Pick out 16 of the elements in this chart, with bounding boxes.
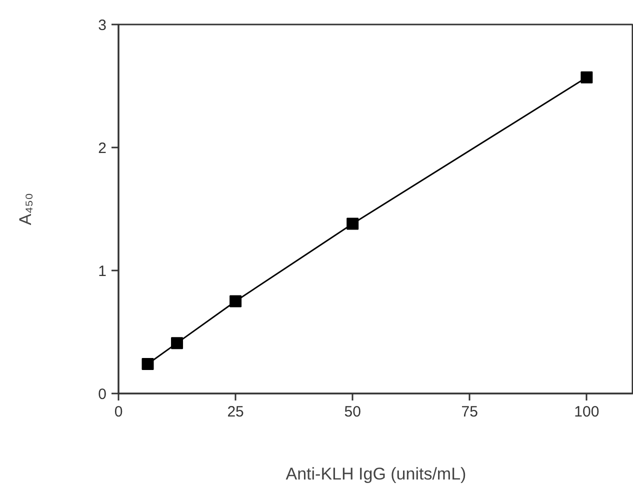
point — [580, 71, 593, 84]
point — [171, 337, 184, 350]
y-tick-label: 0 — [98, 386, 106, 403]
point — [142, 358, 154, 370]
y-tick-label: 1 — [98, 263, 106, 280]
x-tick-label: 0 — [114, 404, 123, 420]
x-tick-label: 50 — [344, 404, 361, 420]
point — [230, 295, 242, 308]
y-tick-label: 3 — [98, 17, 106, 34]
x-axis-title: Anti-KLH IgG (units/mL) — [286, 464, 466, 484]
y-tick-label: 2 — [98, 140, 106, 157]
point — [346, 218, 359, 230]
y-axis-title: A₄₅₀ — [16, 192, 36, 226]
x-tick-label: 25 — [227, 404, 244, 420]
x-tick-label: 100 — [574, 404, 600, 420]
x-tick-label: 75 — [461, 404, 478, 420]
